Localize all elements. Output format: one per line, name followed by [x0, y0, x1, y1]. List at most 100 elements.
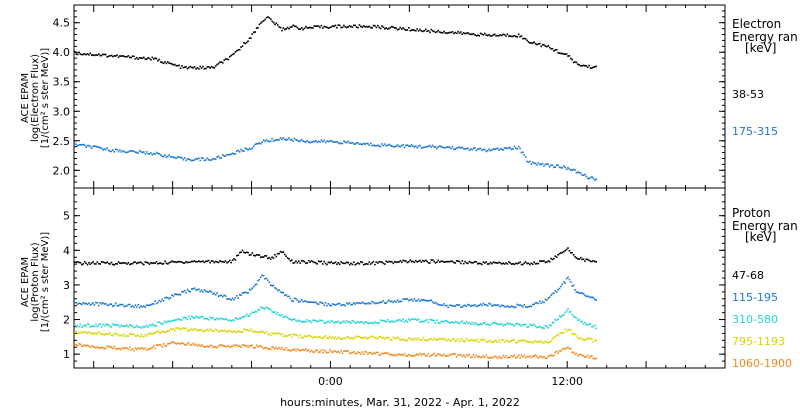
proton-point-47-68 — [554, 255, 557, 257]
proton-point-115-195 — [361, 301, 364, 304]
proton-ytick-label: 3 — [63, 279, 70, 292]
proton-point-1060-1900 — [409, 354, 411, 357]
proton-point-1060-1900 — [209, 344, 211, 347]
proton-point-795-1193 — [119, 335, 121, 337]
proton-point-310-580 — [248, 315, 251, 317]
proton-point-47-68 — [109, 263, 111, 265]
proton-point-310-580 — [296, 320, 299, 323]
proton-point-1060-1900 — [374, 352, 376, 355]
proton-point-115-195 — [458, 304, 461, 306]
proton-point-310-580 — [253, 311, 255, 314]
proton-point-310-580 — [582, 322, 585, 325]
proton-point-47-68 — [586, 258, 589, 261]
electron-point-38-53 — [147, 57, 149, 59]
proton-point-1060-1900 — [405, 355, 407, 357]
proton-point-47-68 — [527, 262, 530, 265]
electron-point-175-315 — [100, 147, 103, 150]
proton-point-795-1193 — [393, 337, 396, 340]
proton-point-795-1193 — [244, 329, 247, 331]
electron-point-175-315 — [161, 155, 163, 158]
proton-point-1060-1900 — [395, 354, 397, 357]
proton-point-795-1193 — [76, 332, 79, 335]
proton-point-1060-1900 — [540, 355, 542, 358]
electron-point-175-315 — [174, 156, 176, 159]
proton-point-1060-1900 — [152, 345, 155, 347]
electron-point-38-53 — [516, 36, 519, 38]
proton-point-310-580 — [124, 325, 127, 327]
electron-point-175-315 — [341, 142, 344, 145]
proton-point-795-1193 — [474, 339, 476, 342]
proton-point-310-580 — [255, 311, 258, 313]
proton-point-310-580 — [512, 323, 514, 326]
electron-point-38-53 — [209, 67, 211, 69]
electron-point-175-315 — [519, 147, 521, 150]
proton-point-795-1193 — [175, 327, 178, 329]
proton-point-47-68 — [423, 260, 426, 263]
proton-point-47-68 — [96, 261, 99, 263]
proton-point-47-68 — [575, 257, 578, 259]
electron-legend-title-2: Energy ran — [732, 30, 798, 44]
proton-point-115-195 — [279, 291, 282, 293]
electron-point-38-53 — [379, 27, 382, 30]
proton-point-310-580 — [247, 315, 249, 317]
proton-point-795-1193 — [312, 337, 314, 339]
proton-point-310-580 — [278, 314, 280, 316]
proton-point-310-580 — [130, 324, 132, 327]
proton-point-115-195 — [158, 299, 161, 302]
electron-point-175-315 — [426, 145, 428, 148]
proton-point-310-580 — [548, 324, 551, 327]
proton-point-47-68 — [284, 253, 286, 256]
proton-point-310-580 — [378, 322, 380, 324]
proton-point-1060-1900 — [330, 350, 333, 353]
proton-point-310-580 — [178, 318, 180, 320]
proton-point-115-195 — [95, 301, 97, 304]
proton-point-1060-1900 — [423, 353, 426, 355]
electron-ylabel-line-3: [1/(cm² s ster MeV)] — [40, 48, 51, 148]
proton-point-115-195 — [402, 298, 404, 300]
proton-point-47-68 — [385, 260, 387, 263]
proton-point-115-195 — [424, 299, 427, 302]
proton-point-115-195 — [367, 303, 369, 305]
proton-point-310-580 — [441, 320, 444, 323]
proton-point-1060-1900 — [548, 354, 551, 357]
proton-point-47-68 — [561, 251, 564, 254]
proton-point-115-195 — [439, 304, 441, 306]
proton-point-310-580 — [430, 319, 433, 321]
electron-ylabel: ACE EPAM log(Electron Flux) [1/(cm² s st… — [20, 48, 51, 148]
electron-point-175-315 — [379, 145, 382, 148]
proton-point-795-1193 — [523, 339, 526, 341]
electron-point-175-315 — [144, 153, 147, 155]
proton-point-115-195 — [245, 292, 248, 294]
proton-point-1060-1900 — [451, 353, 454, 355]
proton-point-1060-1900 — [253, 347, 255, 349]
proton-point-1060-1900 — [592, 357, 595, 360]
proton-point-795-1193 — [574, 333, 576, 335]
proton-point-1060-1900 — [234, 344, 237, 347]
proton-point-115-195 — [271, 285, 273, 287]
proton-point-1060-1900 — [175, 343, 178, 345]
proton-point-1060-1900 — [137, 347, 139, 349]
electron-point-175-315 — [89, 145, 92, 148]
proton-point-1060-1900 — [172, 341, 175, 343]
proton-point-47-68 — [92, 261, 94, 263]
proton-point-795-1193 — [260, 331, 262, 333]
proton-point-310-580 — [408, 318, 410, 321]
proton-point-47-68 — [123, 262, 125, 264]
proton-point-1060-1900 — [501, 357, 503, 359]
proton-point-1060-1900 — [267, 347, 269, 350]
proton-point-115-195 — [214, 294, 217, 296]
proton-point-1060-1900 — [286, 349, 289, 352]
electron-point-175-315 — [433, 146, 435, 148]
proton-point-115-195 — [567, 276, 569, 279]
proton-point-310-580 — [131, 325, 134, 327]
proton-point-47-68 — [455, 260, 458, 262]
electron-point-175-315 — [585, 175, 588, 178]
proton-point-115-195 — [216, 292, 218, 294]
proton-point-47-68 — [199, 260, 201, 263]
electron-point-175-315 — [116, 148, 118, 151]
proton-point-1060-1900 — [375, 351, 378, 354]
electron-point-175-315 — [76, 145, 79, 147]
proton-point-795-1193 — [286, 335, 289, 337]
proton-point-115-195 — [395, 301, 397, 303]
proton-point-1060-1900 — [498, 355, 500, 358]
